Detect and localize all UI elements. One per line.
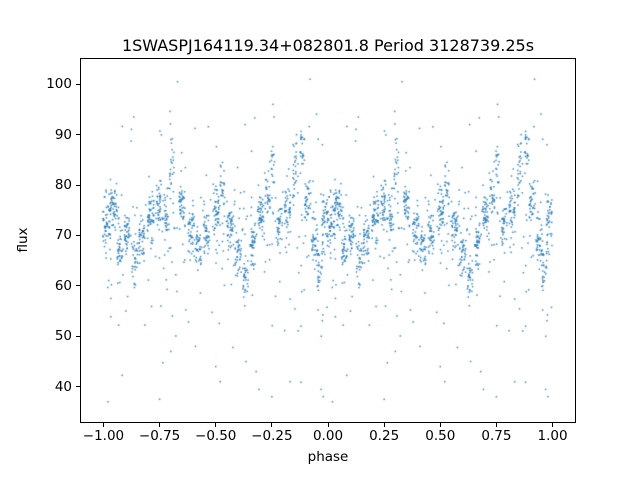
y-tick-label: 40 (54, 378, 72, 395)
x-tick-label: 1.00 (537, 428, 568, 444)
x-tick-label: 0.00 (312, 428, 344, 444)
x-tick-mark (495, 423, 497, 427)
chart-title: 1SWASPJ164119.34+082801.8 Period 3128739… (121, 36, 535, 55)
y-tick-mark (76, 184, 80, 186)
y-tick-label: 100 (46, 76, 72, 93)
y-tick-label: 60 (54, 277, 72, 294)
y-tick-mark (76, 386, 80, 388)
x-tick-mark (271, 423, 273, 427)
x-tick-mark (102, 423, 104, 427)
x-tick-mark (159, 423, 161, 427)
y-tick-label: 90 (54, 126, 72, 143)
y-tick-mark (76, 234, 80, 236)
x-tick-label: 0.75 (481, 428, 512, 444)
x-tick-mark (552, 423, 554, 427)
scatter-points-canvas (81, 59, 575, 422)
x-tick-label: −0.75 (138, 428, 181, 444)
y-tick-label: 80 (54, 177, 72, 194)
x-tick-label: −0.25 (251, 428, 293, 444)
x-tick-label: 0.50 (425, 428, 456, 444)
y-tick-mark (76, 134, 80, 136)
x-tick-mark (439, 423, 441, 427)
x-tick-mark (215, 423, 217, 427)
y-tick-label: 50 (54, 328, 72, 345)
plot-area (80, 58, 576, 423)
x-tick-mark (383, 423, 385, 427)
y-tick-label: 70 (54, 227, 72, 244)
x-tick-mark (327, 423, 329, 427)
x-tick-label: 0.25 (369, 428, 400, 444)
y-axis-label: flux (15, 227, 31, 253)
y-tick-mark (76, 335, 80, 337)
x-axis-label: phase (307, 449, 349, 465)
y-tick-mark (76, 83, 80, 85)
y-tick-mark (76, 285, 80, 287)
x-tick-label: −0.50 (195, 428, 237, 444)
x-tick-label: −1.00 (82, 428, 125, 444)
